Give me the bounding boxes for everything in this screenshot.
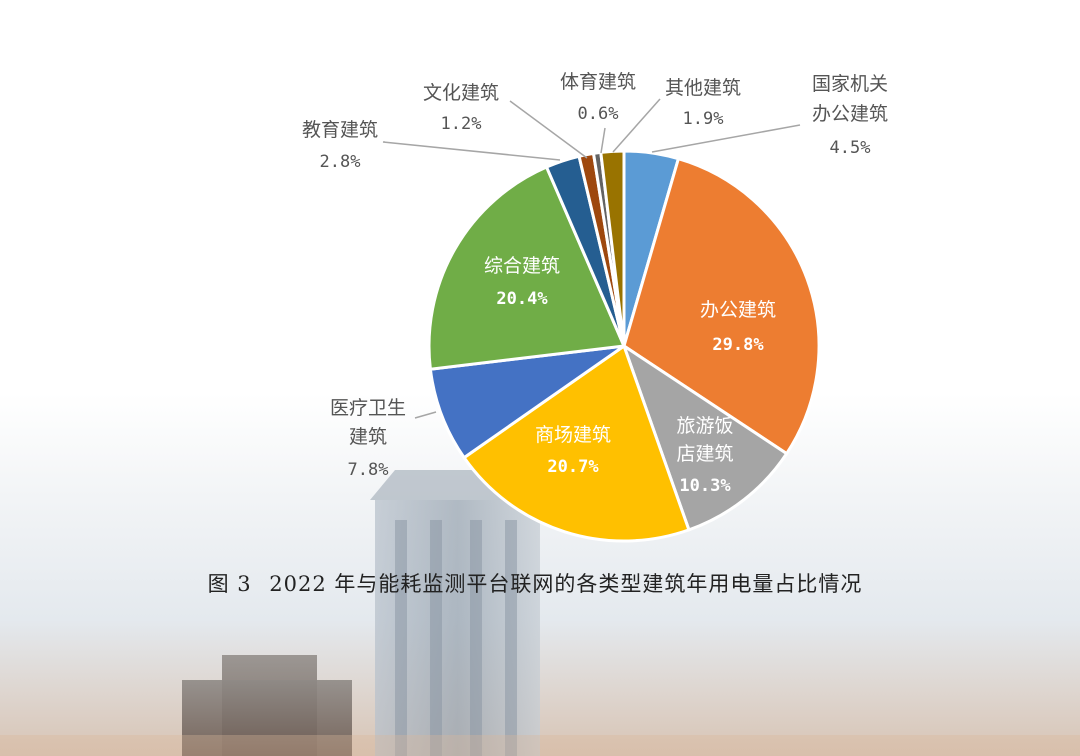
slice-percent-9: 1.9% [683,109,724,129]
slice-label-0-line-0: 国家机关 [812,73,888,95]
figure-caption: 图 3 2022 年与能耗监测平台联网的各类型建筑年用电量占比情况 [0,568,1080,598]
leader-line-0 [651,124,801,153]
slice-percent-7: 1.2% [441,114,482,134]
slice-label-4-line-1: 建筑 [349,426,387,448]
pie-slice-1 [622,156,821,456]
pie-slice-4 [428,344,625,460]
pie-slice-5 [427,165,627,371]
slice-label-0-line-1: 办公建筑 [812,103,888,125]
slice-label-1-line-0: 办公建筑 [700,299,776,321]
slice-percent-1: 29.8% [712,335,764,355]
slice-percent-4: 7.8% [348,460,389,480]
slice-label-9-line-0: 其他建筑 [665,77,741,99]
slice-label-8-line-0: 体育建筑 [560,71,636,93]
leader-line-6 [382,141,561,161]
slice-label-7-line-0: 文化建筑 [423,82,499,104]
pie-slice-2 [621,342,789,532]
figure-number: 图 3 [207,572,252,596]
slice-percent-5: 20.4% [496,289,548,309]
leader-lines [382,98,801,419]
slice-label-2-line-1: 店建筑 [676,443,733,465]
leader-line-4 [414,411,437,419]
slice-label-4-line-0: 医疗卫生 [330,397,406,419]
slice-label-2-line-0: 旅游饭 [676,415,733,437]
pie-slice-3 [462,343,691,543]
slice-percent-8: 0.6% [578,104,619,124]
leader-line-7 [509,100,588,159]
leader-line-8 [600,127,606,154]
slice-percent-6: 2.8% [320,152,361,172]
slice-label-6-line-0: 教育建筑 [302,119,378,141]
slice-label-5-line-0: 综合建筑 [484,255,560,277]
leader-line-9 [612,98,661,153]
slice-label-3-line-0: 商场建筑 [535,424,611,446]
figure-caption-text: 2022 年与能耗监测平台联网的各类型建筑年用电量占比情况 [269,572,863,596]
slice-percent-3: 20.7% [547,457,599,477]
slice-percent-0: 4.5% [830,138,871,158]
slice-percent-2: 10.3% [679,476,731,496]
pie-slices [427,149,821,543]
